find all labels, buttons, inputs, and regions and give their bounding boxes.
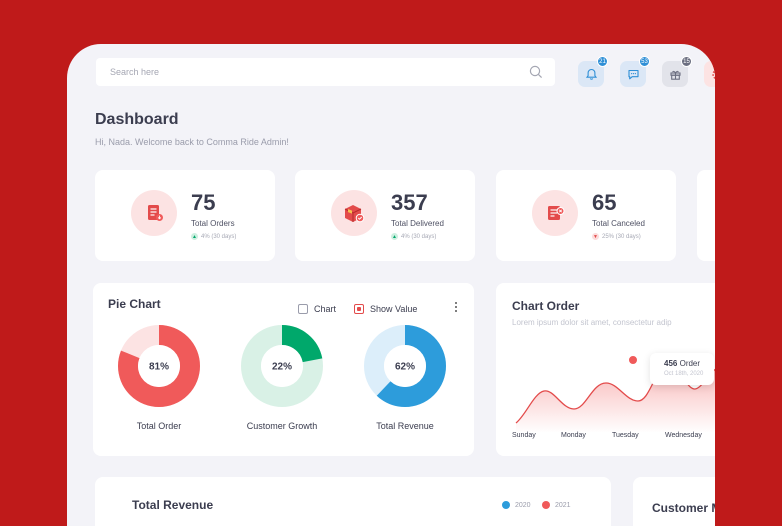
donut-value-arc: [241, 325, 323, 407]
message-count-badge: 53: [639, 56, 650, 67]
gift-count-badge: 15: [681, 56, 692, 67]
donut-label-total-order: Total Order: [136, 421, 182, 431]
total-orders-change: ▲ 4% (30 days): [191, 233, 236, 240]
search-input[interactable]: [110, 67, 541, 77]
canceled-icon: [532, 190, 578, 236]
chart-order-title: Chart Order: [512, 299, 580, 313]
legend-2021: 2021: [542, 501, 571, 509]
tooltip-value: 456: [664, 359, 678, 368]
trend-down-icon: ▼: [592, 233, 599, 240]
stat-card-total-orders[interactable]: 75 Total Orders ▲ 4% (30 days): [95, 170, 275, 261]
search-bar[interactable]: [96, 58, 555, 86]
legend-2020: 2020: [502, 501, 531, 509]
notifications-button[interactable]: 21: [578, 56, 608, 87]
chart-option-label: Chart: [314, 304, 337, 314]
highlight-point[interactable]: [627, 354, 639, 366]
total-orders-label: Total Orders: [191, 219, 235, 228]
donut-total-order: 81%: [118, 325, 200, 407]
gifts-button[interactable]: 15: [662, 56, 692, 87]
page-title: Dashboard: [95, 111, 179, 128]
day-label-sunday: Sunday: [512, 432, 536, 439]
chart-order-subtitle: Lorem ipsum dolor sit amet, consectetur …: [512, 318, 672, 327]
total-delivered-value: 357: [391, 190, 428, 215]
day-label-tuesday: Tuesday: [612, 432, 639, 439]
delivered-box-icon: [331, 190, 377, 236]
donut-total-revenue: 62%: [364, 325, 446, 407]
page-subtitle: Hi, Nada. Welcome back to Comma Ride Adm…: [95, 137, 289, 147]
legend-label-2020: 2020: [515, 501, 531, 509]
donut-label-total-revenue: Total Revenue: [376, 421, 434, 431]
gear-icon: [711, 69, 715, 79]
gift-icon: [669, 70, 681, 80]
chart-tooltip: 456 Order Oct 18th, 2020: [650, 353, 714, 385]
legend-dot-2021: [542, 501, 550, 509]
search-icon[interactable]: [529, 65, 543, 84]
donut-center: [138, 345, 180, 387]
order-line: [515, 364, 715, 424]
total-orders-change-text: 4% (30 days): [201, 233, 237, 240]
pie-chart-title: Pie Chart: [108, 297, 161, 311]
total-delivered-change: ▲ 4% (30 days): [391, 233, 436, 240]
dashboard-window: 21 53 15 Dashboard Hi, Nada. Welcome bac…: [67, 44, 715, 526]
stat-card-revenue-partial[interactable]: [697, 170, 715, 261]
legend-dot-2020: [502, 501, 510, 509]
total-canceled-change: ▼ 25% (30 days): [592, 233, 641, 240]
donut-percent-label: 62%: [395, 362, 415, 373]
stat-card-total-delivered[interactable]: 357 Total Delivered ▲ 4% (30 days): [295, 170, 475, 261]
tooltip-unit: Order: [679, 359, 701, 368]
total-revenue-title: Total Revenue: [132, 498, 214, 512]
total-canceled-change-text: 25% (30 days): [602, 233, 641, 240]
messages-button[interactable]: 53: [620, 56, 650, 87]
bell-icon: [585, 68, 597, 80]
pie-chart-card: Pie Chart Chart Show Value 81% 22% 62% T…: [93, 283, 474, 456]
trend-up-icon: ▲: [391, 233, 398, 240]
donut-label-customer-growth: Customer Growth: [246, 421, 318, 431]
total-revenue-card: Total Revenue 2020 2021: [95, 477, 611, 526]
donut-percent-label: 22%: [272, 362, 292, 373]
total-orders-value: 75: [191, 190, 216, 215]
donut-value-arc: [364, 325, 446, 407]
donut-customer-growth: 22%: [241, 325, 323, 407]
donut-center: [384, 345, 426, 387]
total-delivered-change-text: 4% (30 days): [401, 233, 437, 240]
donut-percent-label: 81%: [149, 362, 169, 373]
settings-button[interactable]: [704, 61, 715, 87]
total-canceled-value: 65: [592, 190, 617, 215]
customer-map-card: Customer Map: [633, 477, 715, 526]
total-delivered-label: Total Delivered: [391, 219, 444, 228]
total-canceled-label: Total Canceled: [592, 219, 645, 228]
notification-count-badge: 21: [597, 56, 608, 67]
more-options-icon[interactable]: [455, 302, 457, 312]
show-value-checkbox[interactable]: [354, 304, 364, 314]
show-value-label: Show Value: [370, 304, 418, 314]
day-label-wednesday: Wednesday: [665, 432, 702, 439]
donut-value-arc: [118, 325, 200, 407]
chart-option[interactable]: Chart: [298, 304, 336, 314]
tooltip-date: Oct 18th, 2020: [664, 371, 704, 377]
chart-order-card: Chart Order Lorem ipsum dolor sit amet, …: [496, 283, 715, 456]
customer-map-title: Customer Map: [652, 501, 715, 515]
show-value-option[interactable]: Show Value: [354, 304, 417, 314]
trend-up-icon: ▲: [191, 233, 198, 240]
chart-checkbox[interactable]: [298, 304, 308, 314]
legend-label-2021: 2021: [555, 501, 571, 509]
day-label-monday: Monday: [561, 432, 586, 439]
stat-card-total-canceled[interactable]: 65 Total Canceled ▼ 25% (30 days): [496, 170, 676, 261]
orders-icon: [131, 190, 177, 236]
donut-center: [261, 345, 303, 387]
chat-icon: [627, 69, 639, 79]
